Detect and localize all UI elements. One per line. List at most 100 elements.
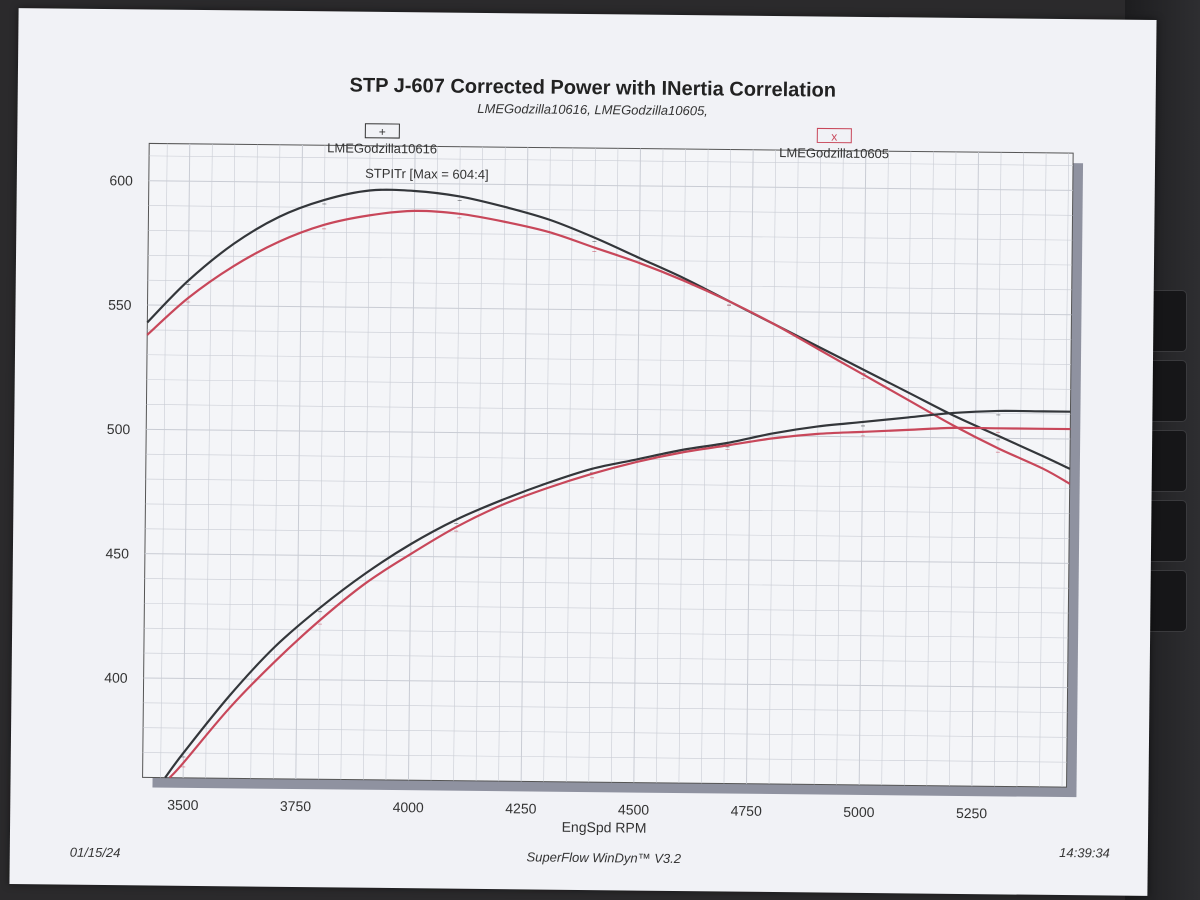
y-tick-label: 600 [109,172,133,188]
grid-line-v [407,146,416,781]
legend-label: LMEGodzilla10616 [327,140,437,156]
max-annotation: STPITr [Max = 604:4] [365,166,489,182]
grid-line-v [318,145,326,780]
grid-line-v [453,146,461,781]
grid-line-h [143,652,1068,664]
grid-line-h [148,255,1072,266]
grid-line-v [858,150,867,785]
y-tick-label: 550 [108,297,132,313]
grid-line-v [498,147,506,782]
grid-line-v [971,152,980,787]
grid-line-v [678,149,686,784]
series-lines [146,188,1071,779]
legend-entry-10616: + LMEGodzilla10616 [327,123,437,156]
grid-line-h [143,702,1068,713]
legend-marker-x: x [831,130,837,144]
grid-line-v [881,151,889,786]
grid-line-v [813,150,822,785]
series-line-power-3 [168,426,1071,779]
x-tick-label: 5000 [843,804,875,820]
grid-line-v [701,149,709,784]
grid-line-v [227,144,236,779]
grid-line-v [385,145,393,780]
grid-line-h [146,428,1071,440]
grid-line-v [949,151,957,786]
grid-line-v [250,144,258,779]
grid-line-v [160,143,168,778]
grid-line-v [1039,152,1047,787]
grid-line-v [520,147,529,782]
grid-line-v [363,145,371,780]
grid-line-v [295,145,303,780]
x-tick-label: 3750 [280,798,312,814]
grid-line-h [145,453,1070,465]
grid-line-v [182,143,191,778]
legend-entry-10605: x LMEGodzilla10605 [779,127,889,161]
grid-line-h [143,727,1068,738]
grid-line-h [147,329,1072,340]
legend-label: LMEGodzilla10605 [779,145,889,161]
x-tick-label: 4250 [505,800,537,816]
print-time: 14:39:34 [1059,845,1110,861]
grid-line-h [149,155,1074,166]
grid-line-h [146,379,1071,390]
grid-line-v [340,145,348,780]
grid-line-h [144,578,1069,589]
dyno-chart: 3500 3750 4000 4250 4500 4750 5000 5250 400 450 50… [70,75,1110,867]
grid-line-v [791,150,799,785]
grid-line-v [768,149,776,784]
series-line-torque-1 [146,209,1071,485]
y-tick-label: 450 [105,545,129,561]
chart-title: STP J-607 Corrected Power with INertia C… [349,75,836,102]
grid-line-v [272,144,281,779]
grid-line-h [146,354,1071,365]
grid-line-v [836,150,844,785]
grid-line-h [147,279,1072,291]
grid-line-h [145,528,1070,539]
grid-line-h [143,677,1068,689]
grid [142,143,1074,788]
legend-marker-box [816,127,852,144]
grid-line-h [145,503,1070,514]
x-tick-label: 4750 [731,803,763,819]
grid-line-h [145,478,1070,490]
grid-line-v [746,149,754,784]
tick-labels: 3500 3750 4000 4250 4500 4750 5000 5250 400 450 50… [104,172,988,821]
x-tick-label: 4000 [393,799,425,815]
grid-line-v [656,148,664,783]
grid-line-v [430,146,438,781]
legend-marker-plus: + [379,125,386,139]
legend-marker-box [364,123,400,139]
grid-line-v [723,149,731,784]
series-line-power-2 [164,409,1071,779]
software-version: SuperFlow WinDyn™ V3.2 [526,849,681,866]
y-tick-label: 400 [104,670,128,686]
printed-chart-paper: 3500 3750 4000 4250 4500 4750 5000 5250 400 450 50… [9,8,1157,896]
grid-line-v [475,146,484,781]
grid-line-v [903,151,912,786]
y-tick-label: 500 [107,421,131,437]
grid-line-v [633,148,641,783]
grid-line-h [148,180,1073,191]
x-axis-label: EngSpd RPM [562,819,647,836]
grid-line-h [144,627,1069,639]
grid-line-h [144,553,1069,564]
grid-line-h [146,404,1071,415]
grid-line-h [144,603,1069,614]
grid-line-v [994,152,1002,787]
grid-line-v [543,147,551,782]
grid-line-v [588,148,596,783]
series-line-torque-0 [146,188,1071,470]
grid-line-h [147,304,1072,316]
x-tick-label: 5250 [956,805,988,821]
chart-subtitle: LMEGodzilla10616, LMEGodzilla10605, [477,101,708,118]
grid-line-v [1016,152,1024,787]
x-tick-label: 4500 [618,801,650,817]
grid-line-v [565,147,574,782]
grid-line-v [205,144,213,779]
x-tick-label: 3500 [167,797,199,813]
grid-line-v [926,151,934,786]
grid-line-h [142,752,1067,763]
print-date: 01/15/24 [70,845,121,861]
grid-line-v [1061,153,1069,788]
